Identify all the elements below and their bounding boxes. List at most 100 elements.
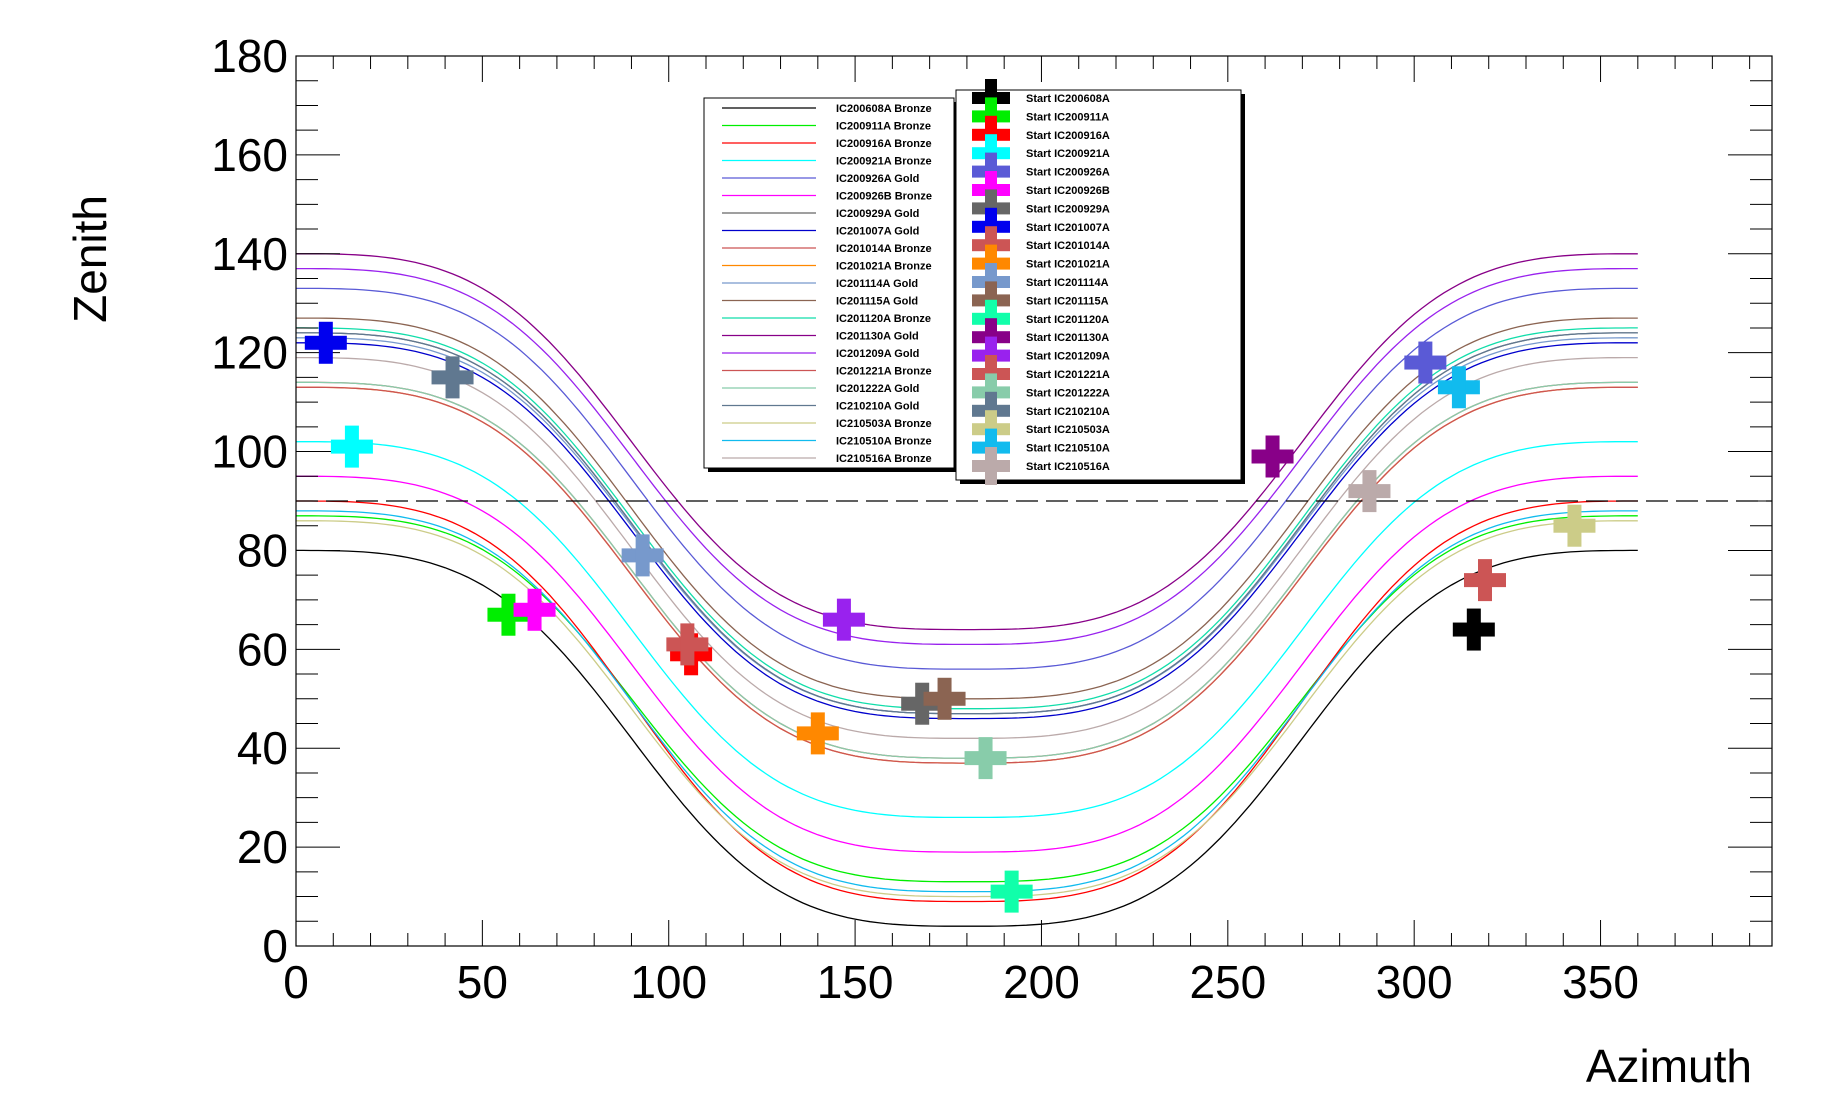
legend-track-label-19: IC210510A Bronze bbox=[836, 436, 932, 448]
legend-track-label-12: IC201120A Bronze bbox=[836, 313, 931, 325]
legend-start-label-1: Start IC200911A bbox=[1026, 111, 1109, 123]
track-curve-13 bbox=[296, 253, 1638, 631]
start-marker-0-v bbox=[1466, 608, 1481, 651]
start-marker-5-v bbox=[527, 588, 542, 631]
start-marker-13 bbox=[1251, 435, 1294, 478]
legend-track-label-5: IC200926B Bronze bbox=[836, 191, 932, 203]
start-marker-9 bbox=[796, 712, 839, 755]
x-tick-label-300: 300 bbox=[1376, 956, 1453, 1008]
start-marker-4-v bbox=[1418, 341, 1433, 384]
legend-start-label-2: Start IC200916A bbox=[1026, 130, 1110, 142]
start-marker-16 bbox=[964, 737, 1007, 780]
track-curve-19 bbox=[296, 510, 1638, 893]
start-marker-12-v bbox=[1004, 870, 1019, 913]
x-tick-label-150: 150 bbox=[817, 956, 894, 1008]
legend-track-label-2: IC200916A Bronze bbox=[836, 138, 932, 150]
start-marker-18-v bbox=[1567, 504, 1582, 547]
legend-start-label-7: Start IC201007A bbox=[1026, 222, 1110, 234]
start-marker-14 bbox=[822, 598, 865, 641]
track-curve-3 bbox=[296, 441, 1638, 819]
y-tick-label-100: 100 bbox=[211, 426, 288, 478]
x-tick-label-250: 250 bbox=[1189, 956, 1266, 1008]
start-marker-7-v bbox=[318, 321, 333, 364]
x-tick-label-0: 0 bbox=[283, 956, 309, 1008]
legend-start-label-6: Start IC200929A bbox=[1026, 203, 1110, 215]
axis-ticks bbox=[295, 55, 1772, 947]
start-marker-18 bbox=[1553, 504, 1596, 547]
legend-track-label-13: IC201130A Gold bbox=[836, 331, 919, 343]
legend-start-label-13: Start IC201130A bbox=[1026, 332, 1109, 344]
start-marker-17-v bbox=[445, 356, 460, 399]
legend-track-label-11: IC201115A Gold bbox=[836, 296, 918, 308]
y-tick-label-20: 20 bbox=[237, 821, 288, 873]
start-marker-10-v bbox=[635, 534, 650, 577]
y-tick-label-40: 40 bbox=[237, 722, 288, 774]
legend-start-label-18: Start IC210503A bbox=[1026, 424, 1110, 436]
legend-track-label-9: IC201021A Bronze bbox=[836, 261, 932, 273]
start-marker-20 bbox=[1348, 470, 1391, 513]
x-tick-label-50: 50 bbox=[457, 956, 508, 1008]
legend-tracks: IC200608A Bronze IC200911A Bronze IC200916… bbox=[703, 97, 958, 472]
start-marker-5 bbox=[513, 588, 556, 631]
start-marker-19 bbox=[1437, 366, 1480, 409]
start-marker-20-v bbox=[1362, 470, 1377, 513]
legend-track-label-16: IC201222A Gold bbox=[836, 383, 919, 395]
legend-track-label-7: IC201007A Gold bbox=[836, 226, 919, 238]
legend-start-label-10: Start IC201114A bbox=[1026, 277, 1109, 289]
start-marker-10 bbox=[621, 534, 664, 577]
start-marker-3-v bbox=[344, 425, 359, 468]
legend-track-label-14: IC201209A Gold bbox=[836, 348, 919, 360]
track-curve-1 bbox=[296, 515, 1638, 883]
legend-track-label-10: IC201114A Gold bbox=[836, 278, 918, 290]
legend-track-label-4: IC200926A Gold bbox=[836, 173, 919, 185]
legend-track-label-17: IC210210A Gold bbox=[836, 401, 919, 413]
start-marker-3 bbox=[330, 425, 373, 468]
start-marker-11-v bbox=[937, 677, 952, 720]
track-curve-4 bbox=[296, 287, 1638, 670]
legend-track-label-1: IC200911A Bronze bbox=[836, 121, 931, 133]
x-tick-label-100: 100 bbox=[630, 956, 707, 1008]
start-marker-0 bbox=[1452, 608, 1495, 651]
y-tick-label-0: 0 bbox=[262, 920, 288, 972]
track-curve-14 bbox=[296, 267, 1638, 646]
track-curve-12 bbox=[296, 327, 1638, 710]
y-tick-label-60: 60 bbox=[237, 623, 288, 675]
start-marker-19-v bbox=[1451, 366, 1466, 409]
track-curve-17 bbox=[296, 332, 1638, 715]
start-marker-17 bbox=[431, 356, 474, 399]
y-tick-label-80: 80 bbox=[237, 524, 288, 576]
track-curve-2 bbox=[296, 500, 1638, 903]
legend-start-label-20: Start IC210516A bbox=[1026, 461, 1110, 473]
legend-start-label-19: Start IC210510A bbox=[1026, 443, 1110, 455]
y-tick-label-160: 160 bbox=[211, 129, 288, 181]
legend-start-marker-20-v bbox=[985, 447, 997, 485]
legend-track-label-8: IC201014A Bronze bbox=[836, 243, 932, 255]
legend-start-label-5: Start IC200926B bbox=[1026, 185, 1110, 197]
start-marker-4 bbox=[1404, 341, 1447, 384]
start-marker-9-v bbox=[810, 712, 825, 755]
start-marker-11 bbox=[923, 677, 966, 720]
start-marker-1-v bbox=[501, 593, 516, 636]
track-curve-18 bbox=[296, 520, 1638, 898]
legend-track-label-18: IC210503A Bronze bbox=[836, 418, 932, 430]
x-tick-label-200: 200 bbox=[1003, 956, 1080, 1008]
x-tick-label-350: 350 bbox=[1562, 956, 1639, 1008]
start-marker-14-v bbox=[836, 598, 851, 641]
start-marker-16-v bbox=[978, 737, 993, 780]
legend-start-label-11: Start IC201115A bbox=[1026, 295, 1109, 307]
y-tick-label-180: 180 bbox=[211, 30, 288, 82]
legend-start-marker-20 bbox=[972, 447, 1010, 485]
y-tick-label-120: 120 bbox=[211, 327, 288, 379]
y-tick-label-140: 140 bbox=[211, 228, 288, 280]
start-marker-7 bbox=[304, 321, 347, 364]
legend-start-label-17: Start IC210210A bbox=[1026, 406, 1110, 418]
start-marker-12 bbox=[990, 870, 1033, 913]
track-curve-5 bbox=[296, 475, 1638, 853]
track-curve-20 bbox=[296, 356, 1638, 739]
start-marker-15 bbox=[1464, 559, 1506, 602]
x-axis-title: Azimuth bbox=[1586, 1040, 1752, 1092]
axis-tick-labels: 0 50 100 150 200 250 300 350 0 20 40 60 80 100 120 140 1… bbox=[211, 30, 1639, 1008]
start-marker-15-v bbox=[1478, 559, 1492, 602]
legend-start-label-12: Start IC201120A bbox=[1026, 314, 1109, 326]
